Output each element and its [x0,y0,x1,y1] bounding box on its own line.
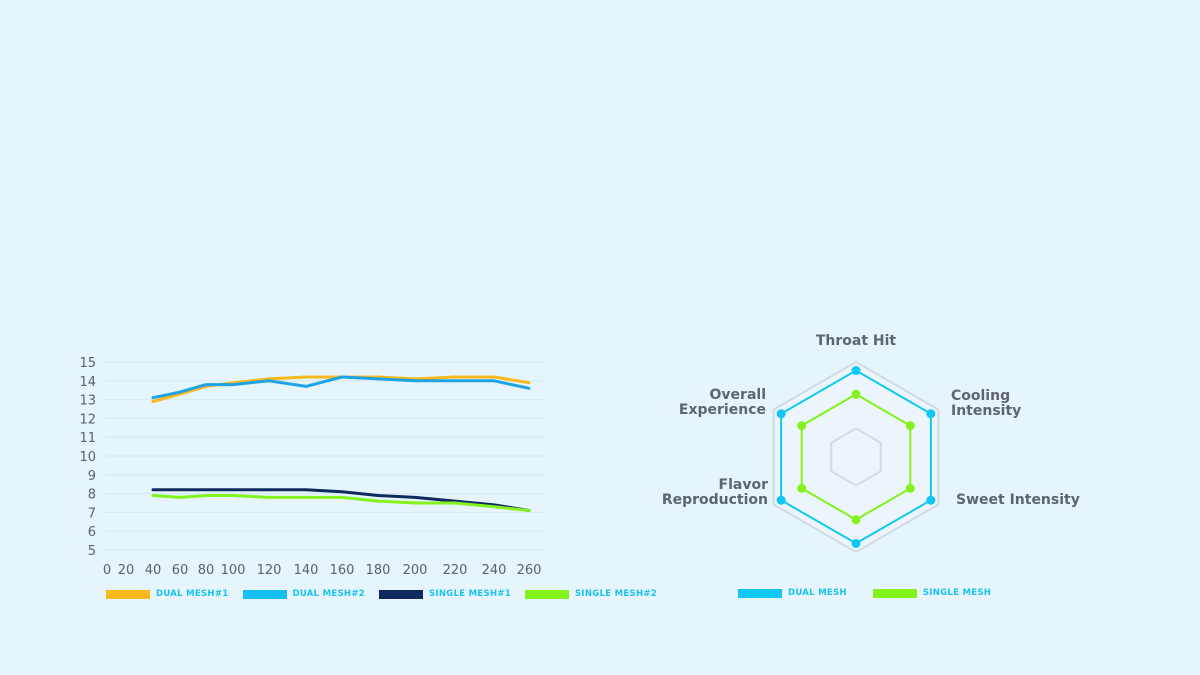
x-tick-label: 180 [366,563,391,578]
legend-swatch-dual-mesh [738,588,782,598]
legend-label-single-mesh: SINGLE MESH [922,588,992,598]
radar-point-single-mesh [905,483,915,493]
legend-label-dual-mesh-2: DUAL MESH#2 [292,589,365,599]
x-tick-label: 220 [443,563,468,578]
y-tick-label: 13 [79,394,96,409]
legend-label-single-mesh-1: SINGLE MESH#1 [429,589,511,599]
legend-label-dual-mesh-1: DUAL MESH#1 [156,589,229,599]
x-tick-label: 0 [103,563,111,578]
y-tick-label: 11 [79,431,96,446]
radar-axis-label: Flavor Reproduction [662,477,768,508]
radar-chart: Throat Hit Cooling Intensity Sweet Intensit… [662,333,1080,554]
radar-point-dual-mesh [776,495,786,505]
line-chart: 5 6 7 8 9 10 11 12 13 14 15 0 20 40 60 80 100 120 140 160 1… [79,356,545,578]
legend-item-single-mesh-1: SINGLE MESH#1 [379,589,511,599]
y-tick-label: 6 [88,525,96,540]
line-chart-y-ticks: 5 6 7 8 9 10 11 12 13 14 15 [79,356,96,559]
x-tick-label: 40 [145,563,162,578]
x-tick-label: 260 [517,563,542,578]
legend-swatch-dual-mesh-2 [242,589,287,599]
radar-point-dual-mesh [926,409,936,419]
series-line-single-mesh-2 [151,494,531,512]
legend-label-single-mesh-2: SINGLE MESH#2 [575,589,657,599]
legend-label-dual-mesh: DUAL MESH [788,588,847,598]
radar-axis-label: Cooling Intensity [951,388,1021,419]
x-tick-label: 80 [198,563,215,578]
radar-point-dual-mesh [926,495,936,505]
y-tick-label: 9 [88,469,96,484]
legend-item-dual-mesh-2: DUAL MESH#2 [242,589,366,599]
radar-point-single-mesh [851,515,861,525]
x-tick-label: 120 [257,563,282,578]
line-chart-legend: DUAL MESH#1 DUAL MESH#2 SINGLE MESH#1 SI… [106,589,671,599]
y-tick-label: 7 [88,506,96,521]
legend-swatch-single-mesh-2 [525,589,569,599]
x-tick-label: 240 [482,563,507,578]
radar-axis-label: Throat Hit [816,333,897,349]
y-tick-label: 12 [79,412,96,427]
line-chart-grid [105,361,545,551]
y-tick-label: 8 [88,488,96,503]
x-tick-label: 140 [294,563,319,578]
radar-grid-inner [830,427,882,487]
x-tick-label: 200 [403,563,428,578]
line-chart-series [151,375,531,512]
radar-grid-outer [772,360,940,554]
radar-point-single-mesh [797,421,807,431]
series-line-dual-mesh-1 [151,375,531,403]
legend-item-single-mesh: SINGLE MESH [872,588,992,598]
radar-point-single-mesh [797,483,807,493]
radar-chart-axis-labels: Throat Hit Cooling Intensity Sweet Intensit… [662,333,1080,508]
radar-point-single-mesh [851,389,861,399]
radar-point-dual-mesh [851,366,861,376]
legend-item-dual-mesh-1: DUAL MESH#1 [106,589,229,599]
radar-point-dual-mesh [776,409,786,419]
line-chart-x-ticks: 0 20 40 60 80 100 120 140 160 180 200 220 240 260 [103,563,542,578]
legend-swatch-single-mesh [872,588,917,598]
y-tick-label: 10 [79,450,96,465]
y-tick-label: 5 [88,544,96,559]
y-tick-label: 15 [79,356,96,371]
radar-point-dual-mesh [851,538,861,548]
x-tick-label: 100 [221,563,246,578]
y-tick-label: 14 [79,375,96,390]
radar-axis-label: Sweet Intensity [956,492,1080,508]
legend-item-single-mesh-2: SINGLE MESH#2 [525,589,657,599]
series-line-dual-mesh-2 [151,375,531,400]
legend-swatch-dual-mesh-1 [106,589,150,599]
radar-chart-grid [772,360,940,554]
radar-axis-label: Overall Experience [679,387,766,418]
radar-point-single-mesh [905,421,915,431]
series-line-single-mesh-1 [151,488,531,512]
x-tick-label: 60 [172,563,189,578]
x-tick-label: 160 [330,563,355,578]
radar-chart-legend: DUAL MESH SINGLE MESH [738,588,1017,598]
x-tick-label: 20 [118,563,135,578]
legend-swatch-single-mesh-1 [379,589,423,599]
legend-item-dual-mesh: DUAL MESH [738,588,847,598]
radar-chart-series [776,366,936,548]
